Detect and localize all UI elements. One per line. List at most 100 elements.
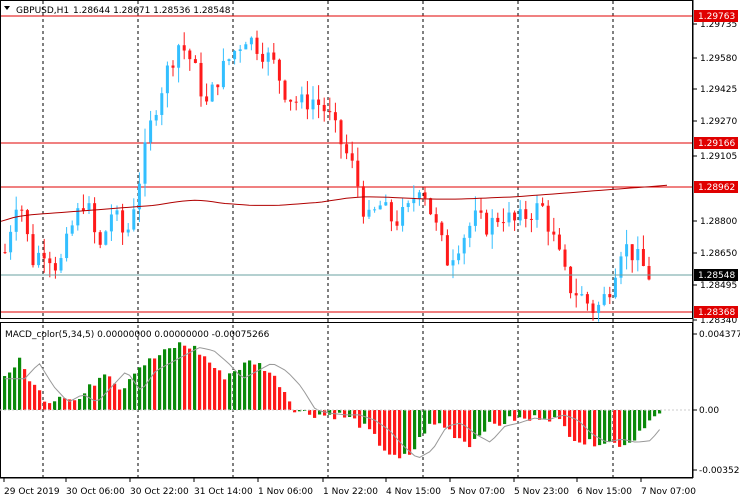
macd-tick-label: -0.003525 <box>699 466 740 476</box>
macd-bar <box>368 410 372 430</box>
macd-bar <box>63 398 67 410</box>
macd-bar <box>313 410 317 418</box>
candle-body <box>238 49 242 51</box>
macd-bar <box>383 410 387 451</box>
candle-body <box>602 294 606 305</box>
candle-body <box>25 210 29 235</box>
price-level-badge <box>694 306 738 318</box>
candle-body <box>417 192 421 199</box>
macd-bar <box>273 375 277 410</box>
candle-body <box>580 294 584 296</box>
macd-bar <box>513 410 517 421</box>
candle-body <box>115 210 119 215</box>
macd-bar <box>623 410 627 446</box>
candle-body <box>305 94 309 110</box>
macd-bar <box>193 345 197 410</box>
candle-body <box>473 210 477 226</box>
macd-bar <box>148 358 152 410</box>
macd-bar <box>3 376 7 410</box>
macd-bar <box>538 410 542 420</box>
vertical-grid <box>42 1 614 477</box>
macd-bar <box>473 410 477 439</box>
macd-bar <box>518 410 522 418</box>
current-price-label: 1.28548 <box>694 269 738 281</box>
time-label: 7 Nov 07:00 <box>641 487 696 497</box>
macd-bar <box>408 410 412 455</box>
candle-body <box>93 203 97 233</box>
macd-bar <box>238 369 242 410</box>
macd-bar <box>423 410 427 434</box>
candle-body <box>569 266 573 294</box>
price-tick-label: 1.28650 <box>700 249 737 259</box>
macd-bar <box>493 410 497 424</box>
price-tick-label: 1.29580 <box>700 54 737 64</box>
macd-bar <box>218 370 222 410</box>
candle-body <box>373 209 377 211</box>
macd-bar <box>483 410 487 432</box>
macd-bar <box>343 410 347 418</box>
candle-body <box>479 210 483 213</box>
macd-bar <box>278 387 282 410</box>
candle-body <box>507 212 511 223</box>
macd-bar <box>38 390 42 410</box>
candle-body <box>143 142 147 184</box>
candlesticks <box>3 30 651 322</box>
price-chart-pane[interactable] <box>0 0 693 319</box>
macd-bar <box>153 358 157 410</box>
candle-body <box>361 186 365 217</box>
candle-body <box>221 60 225 88</box>
price-tick-label: 1.29270 <box>700 117 737 127</box>
macd-bar <box>168 348 172 410</box>
macd-bar <box>198 354 202 410</box>
macd-bar <box>118 389 122 410</box>
macd-bar <box>503 410 507 425</box>
time-label: 5 Nov 07:00 <box>450 487 505 497</box>
macd-bar <box>508 410 512 417</box>
macd-bar <box>163 349 167 410</box>
candle-body <box>501 222 505 224</box>
macd-bar <box>178 342 182 410</box>
candle-body <box>524 209 528 219</box>
price-tick-label: 1.29735 <box>700 20 737 30</box>
macd-bar <box>323 410 327 416</box>
candle-body <box>541 203 545 206</box>
macd-bar <box>293 410 297 413</box>
macd-bar <box>228 373 232 410</box>
candle-body <box>109 214 113 232</box>
candle-body <box>412 198 416 204</box>
candle-body <box>496 217 500 223</box>
candle-body <box>378 205 382 210</box>
macd-bar <box>398 410 402 459</box>
macd-bar <box>268 372 272 410</box>
candle-body <box>535 203 539 220</box>
candle-body <box>608 294 612 298</box>
macd-signal-line <box>4 347 660 458</box>
candle-body <box>367 209 371 217</box>
candle-body <box>625 244 629 257</box>
macd-bar <box>283 392 287 410</box>
macd-bar <box>458 410 462 439</box>
dropdown-triangle-icon[interactable] <box>4 6 10 10</box>
candle-body <box>345 144 349 154</box>
macd-bar <box>308 410 312 415</box>
macd-bar <box>613 410 617 443</box>
macd-bar <box>378 410 382 446</box>
macd-bar <box>413 410 417 450</box>
candle-body <box>429 198 433 215</box>
macd-bar <box>553 410 557 418</box>
macd-bar <box>648 410 652 421</box>
macd-bar <box>588 410 592 440</box>
macd-bar <box>533 410 537 416</box>
candle-body <box>244 44 248 50</box>
candle-body <box>188 50 192 60</box>
time-label: 1 Nov 22:00 <box>323 487 378 497</box>
macd-bar <box>298 410 302 412</box>
price-level-badge <box>694 10 738 22</box>
macd-bar <box>548 410 552 422</box>
macd-bar <box>33 384 37 410</box>
macd-bar <box>143 365 147 410</box>
macd-bar <box>403 410 407 454</box>
time-label: 4 Nov 15:00 <box>386 487 441 497</box>
macd-bar <box>653 410 657 417</box>
